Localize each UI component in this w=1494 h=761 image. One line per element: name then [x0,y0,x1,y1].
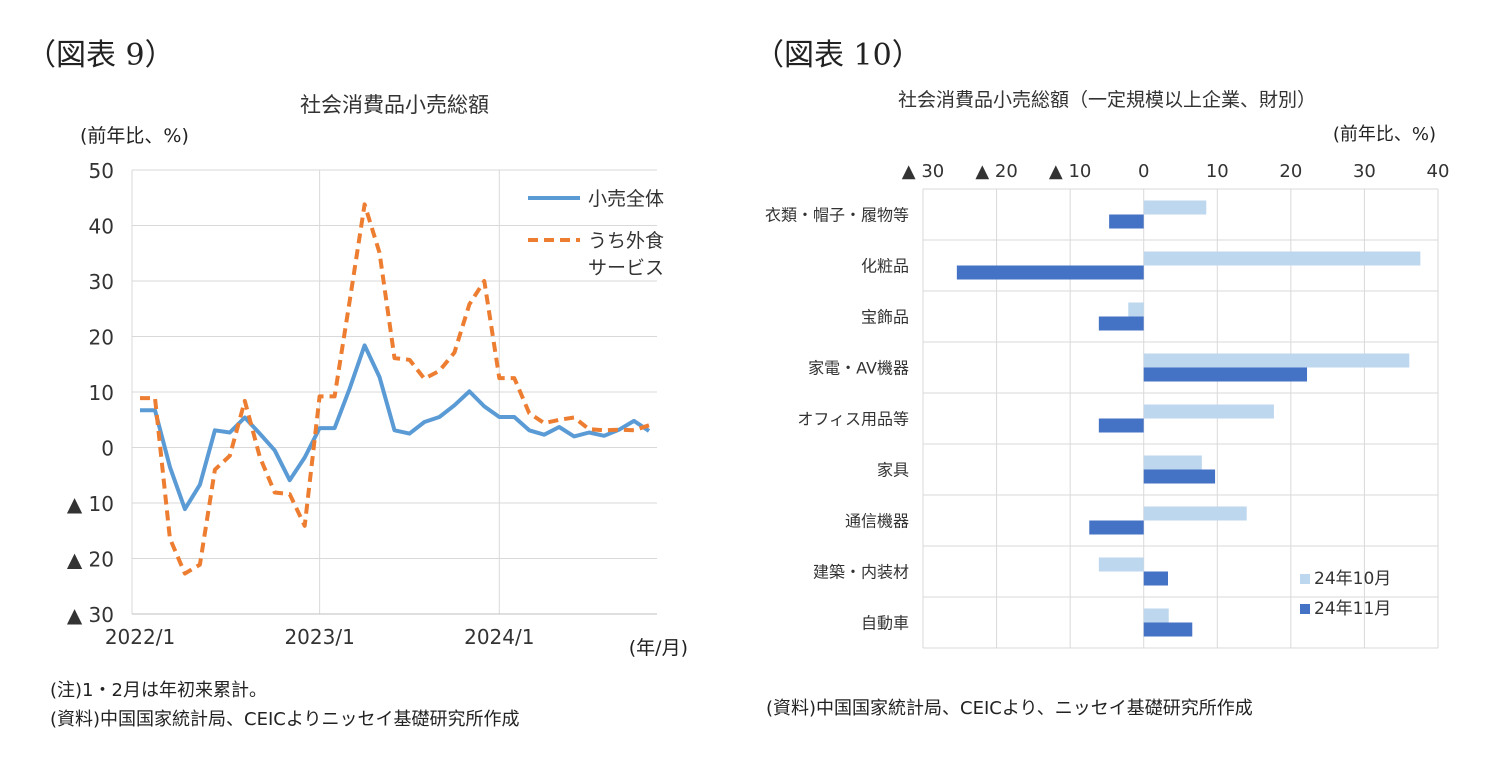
figure-9-label: （図表 9） [26,38,175,73]
y-tick-label: 10 [89,381,114,405]
y-tick-label: ▲ 20 [67,548,114,572]
y-axis-label: (前年比、%) [80,125,189,147]
y-tick-label: ▲ 30 [67,603,114,627]
category-label: 家電・AV機器 [808,359,909,378]
x-tick-label: 30 [1353,161,1376,182]
x-tick-label: 10 [1206,161,1229,182]
x-tick-label: 20 [1279,161,1302,182]
bar [956,265,1144,280]
legend-label: うち外食 [588,230,664,252]
x-tick-label: 2022/1 [105,625,175,649]
chart-source: (資料)中国国家統計局、CEICより、ニッセイ基礎研究所作成 [766,698,1253,719]
bar [1143,251,1421,266]
y-tick-label: ▲ 10 [67,492,114,516]
figure-10: （図表 10） 社会消費品小売総額（一定規模以上企業、財別） (前年比、%) ▲ 3… [740,0,1494,761]
bar [1098,316,1144,331]
series-line [140,343,651,512]
legend-label: 小売全体 [588,188,664,210]
bar [1143,571,1168,586]
bar [1098,418,1144,433]
y-tick-label: 50 [89,159,114,183]
legend-label: 24年10月 [1314,569,1391,589]
figure-10-label: （図表 10） [754,38,922,73]
category-label: 化粧品 [861,257,909,276]
category-label: 宝飾品 [861,308,909,327]
category-label: 通信機器 [845,512,909,531]
bar [1143,622,1193,637]
unit-label: (前年比、%) [1333,124,1436,145]
bar-chart: 社会消費品小売総額（一定規模以上企業、財別） (前年比、%) ▲ 30 ▲ 20 ▲ 1… [765,89,1450,649]
x-tick-label: ▲ 30 [902,161,944,182]
x-axis-label: (年/月) [629,637,688,659]
bar [1143,608,1169,623]
chart-title: 社会消費品小売総額 [300,93,489,117]
bar [1089,520,1144,535]
x-tick-label: ▲ 20 [975,161,1017,182]
bar [1098,557,1144,572]
x-tick-label: 2023/1 [284,625,354,649]
category-label: 自動車 [861,614,909,633]
bar [1143,353,1410,368]
x-tick-label: ▲ 10 [1049,161,1091,182]
figure-9: （図表 9） 社会消費品小売総額 (前年比、%) (年/月) ▲ 30 ▲ 20 ▲ 10… [0,0,740,761]
x-tick-label: 40 [1427,161,1450,182]
bar [1143,200,1207,215]
legend-label: 24年11月 [1314,599,1391,619]
bar [1143,469,1216,484]
category-label: オフィス用品等 [797,410,909,429]
category-label: 衣類・帽子・履物等 [765,206,909,225]
legend-swatch [1300,604,1310,614]
legend-swatch [1300,574,1310,584]
bar [1143,404,1274,419]
chart-title: 社会消費品小売総額（一定規模以上企業、財別） [898,89,1316,111]
y-tick-label: 20 [89,326,114,350]
bar [1143,455,1202,470]
x-tick-label: 2024/1 [464,625,534,649]
category-label: 建築・内装材 [813,563,909,582]
line-chart: 社会消費品小売総額 (前年比、%) (年/月) ▲ 30 ▲ 20 ▲ 10 0 10 20 30… [67,93,688,659]
y-tick-label: 40 [89,215,114,239]
bar [1128,302,1144,317]
x-tick-label: 0 [1138,161,1149,182]
y-tick-label: 30 [89,270,114,294]
chart-source: (資料)中国国家統計局、CEICよりニッセイ基礎研究所作成 [50,709,520,730]
bar [1143,506,1247,521]
series-line [140,202,650,576]
legend-label: サービス [588,257,664,279]
chart-note: (注)1・2月は年初来累計。 [50,680,267,701]
y-tick-label: 0 [101,437,114,461]
bar [1109,214,1144,229]
bar [1143,367,1308,382]
category-label: 家具 [877,461,909,480]
